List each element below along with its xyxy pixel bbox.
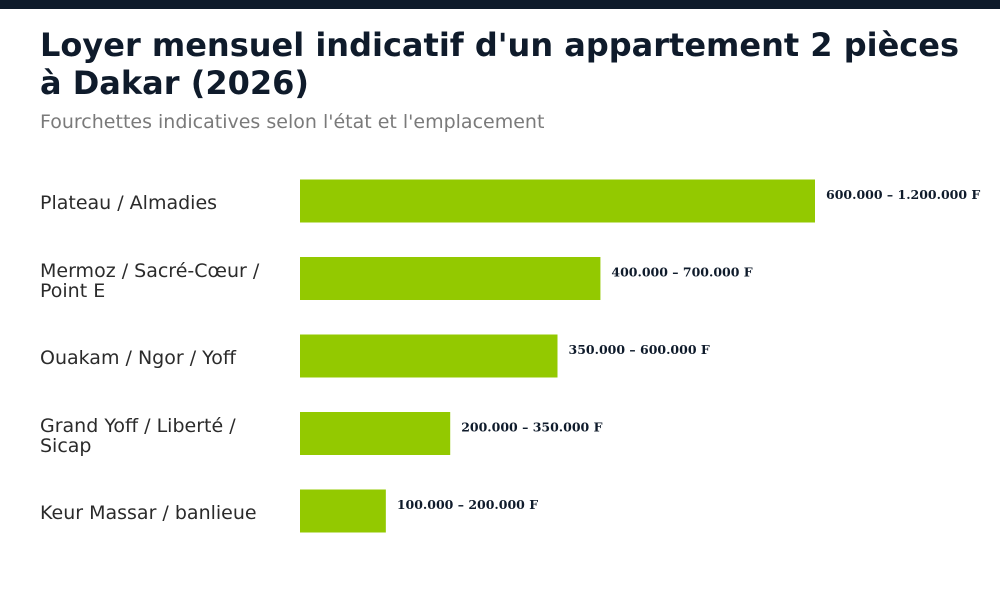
bar-3 <box>300 412 451 455</box>
bar-chart: 600.000 – 1.200.000 F 400.000 – 700.000 F… <box>0 150 1000 570</box>
bar-value-label-3: 200.000 – 350.000 F <box>461 420 602 435</box>
bar-4 <box>300 489 386 533</box>
bar-value-label-0: 600.000 – 1.200.000 F <box>826 187 980 202</box>
bar-1 <box>300 257 601 300</box>
top-accent-bar <box>0 0 1000 9</box>
category-label-2: Ouakam / Ngor / Yoff <box>40 347 236 369</box>
bar-2 <box>300 334 558 378</box>
category-label-1: Mermoz / Sacré-Cœur / Point E <box>40 259 260 302</box>
bar-chart-svg: 600.000 – 1.200.000 F 400.000 – 700.000 F… <box>300 179 980 533</box>
category-label-0: Plateau / Almadies <box>40 192 218 214</box>
bar-value-label-4: 100.000 – 200.000 F <box>397 497 538 512</box>
bar-value-label-1: 400.000 – 700.000 F <box>611 265 752 280</box>
chart-title: Loyer mensuel indicatif d'un appartement… <box>40 26 959 102</box>
category-label-4: Keur Massar / banlieue <box>40 502 257 524</box>
category-label-3: Grand Yoff / Liberté / Sicap <box>40 414 236 457</box>
chart-subtitle: Fourchettes indicatives selon l'état et … <box>40 111 545 133</box>
bar-0 <box>300 179 815 223</box>
bar-value-label-2: 350.000 – 600.000 F <box>569 342 710 357</box>
